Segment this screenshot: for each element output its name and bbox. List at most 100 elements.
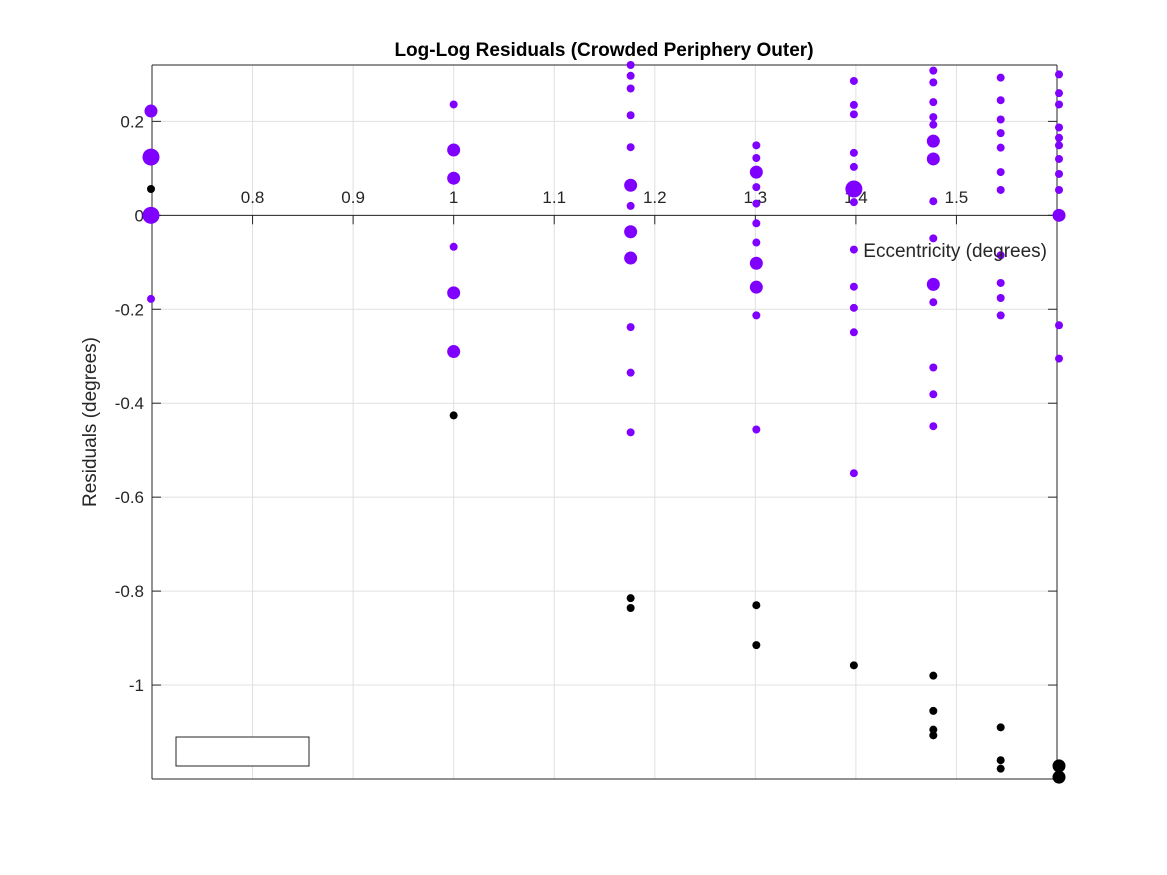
data-point bbox=[926, 152, 940, 166]
data-point bbox=[929, 197, 938, 206]
data-point bbox=[752, 141, 761, 150]
data-point bbox=[996, 143, 1005, 152]
data-point bbox=[749, 280, 763, 294]
data-point bbox=[144, 104, 158, 118]
y-tick-label: -0.2 bbox=[115, 300, 144, 319]
data-point bbox=[929, 731, 938, 740]
data-point bbox=[1052, 770, 1066, 784]
data-point bbox=[929, 78, 938, 87]
data-point bbox=[624, 178, 638, 192]
data-point bbox=[929, 113, 938, 122]
data-point bbox=[929, 298, 938, 307]
data-point bbox=[752, 238, 761, 247]
data-point bbox=[849, 76, 858, 85]
data-point bbox=[449, 411, 458, 420]
data-point bbox=[926, 277, 940, 291]
data-point bbox=[626, 323, 635, 332]
data-point bbox=[1052, 208, 1066, 222]
data-point bbox=[996, 115, 1005, 124]
x-tick-label: 1.1 bbox=[542, 188, 566, 207]
y-tick-label: 0.2 bbox=[120, 112, 144, 131]
data-point bbox=[1052, 759, 1066, 773]
data-point bbox=[752, 311, 761, 320]
data-point bbox=[849, 198, 858, 207]
data-point bbox=[752, 154, 761, 163]
legend-box[interactable] bbox=[175, 736, 310, 767]
data-point bbox=[1055, 185, 1064, 194]
data-point bbox=[752, 183, 761, 192]
data-point bbox=[849, 282, 858, 291]
data-point bbox=[1055, 100, 1064, 109]
data-point bbox=[849, 328, 858, 337]
data-point bbox=[752, 199, 761, 208]
data-point bbox=[1055, 154, 1064, 163]
data-point bbox=[626, 143, 635, 152]
data-point bbox=[1055, 133, 1064, 142]
data-point bbox=[752, 219, 761, 228]
data-point bbox=[996, 756, 1005, 765]
data-point bbox=[845, 180, 863, 198]
data-point bbox=[449, 242, 458, 251]
data-point bbox=[929, 706, 938, 715]
data-point bbox=[996, 168, 1005, 177]
data-point bbox=[626, 594, 635, 603]
data-point bbox=[626, 111, 635, 120]
axes-layer: 0.8 0.9 1 1.1 1.2 1.3 1.4 1.50.20-0.2-0.4-0.6-0… bbox=[115, 64, 1058, 780]
y-tick-label: -0.8 bbox=[115, 582, 144, 601]
data-point bbox=[929, 66, 938, 75]
y-tick-label: 0 bbox=[135, 206, 144, 225]
data-point bbox=[626, 84, 635, 93]
data-point bbox=[626, 61, 635, 69]
data-point bbox=[996, 73, 1005, 82]
data-point bbox=[849, 469, 858, 478]
data-point bbox=[996, 278, 1005, 287]
data-point bbox=[1055, 141, 1064, 150]
data-point bbox=[996, 185, 1005, 194]
data-point bbox=[752, 641, 761, 650]
data-point bbox=[1055, 123, 1064, 132]
data-point bbox=[146, 185, 155, 194]
data-point bbox=[142, 148, 160, 166]
points-layer bbox=[142, 61, 1066, 784]
data-point bbox=[996, 723, 1005, 732]
data-point bbox=[996, 764, 1005, 773]
data-point bbox=[929, 234, 938, 243]
data-point bbox=[849, 148, 858, 157]
data-point bbox=[447, 345, 461, 359]
data-point bbox=[996, 129, 1005, 138]
data-point bbox=[749, 165, 763, 179]
x-tick-label: 1.2 bbox=[643, 188, 667, 207]
x-axis-label: Eccentricity (degrees) bbox=[863, 241, 1047, 262]
data-point bbox=[142, 206, 160, 224]
x-tick-label: 1 bbox=[449, 188, 458, 207]
data-point bbox=[926, 134, 940, 148]
data-point bbox=[626, 428, 635, 437]
data-point bbox=[929, 671, 938, 680]
data-point bbox=[752, 425, 761, 434]
data-point bbox=[447, 286, 461, 300]
x-tick-label: 0.9 bbox=[341, 188, 365, 207]
y-tick-label: -0.4 bbox=[115, 394, 144, 413]
data-point bbox=[626, 368, 635, 377]
data-point bbox=[749, 256, 763, 270]
data-point bbox=[624, 251, 638, 265]
y-tick-label: -0.6 bbox=[115, 488, 144, 507]
data-point bbox=[929, 725, 938, 734]
y-tick-label: -1 bbox=[129, 676, 144, 695]
data-point bbox=[1055, 354, 1064, 363]
data-point bbox=[146, 294, 155, 303]
data-point bbox=[1055, 89, 1064, 98]
x-tick-label: 1.3 bbox=[744, 188, 768, 207]
data-point bbox=[849, 110, 858, 119]
data-point bbox=[626, 604, 635, 613]
data-point bbox=[929, 120, 938, 129]
data-point bbox=[849, 661, 858, 670]
data-point bbox=[1055, 70, 1064, 79]
data-point bbox=[996, 293, 1005, 302]
x-tick-label: 1.5 bbox=[945, 188, 969, 207]
data-point bbox=[929, 98, 938, 107]
data-point bbox=[447, 171, 461, 185]
grid-layer bbox=[152, 65, 1057, 779]
x-tick-label: 0.8 bbox=[241, 188, 265, 207]
